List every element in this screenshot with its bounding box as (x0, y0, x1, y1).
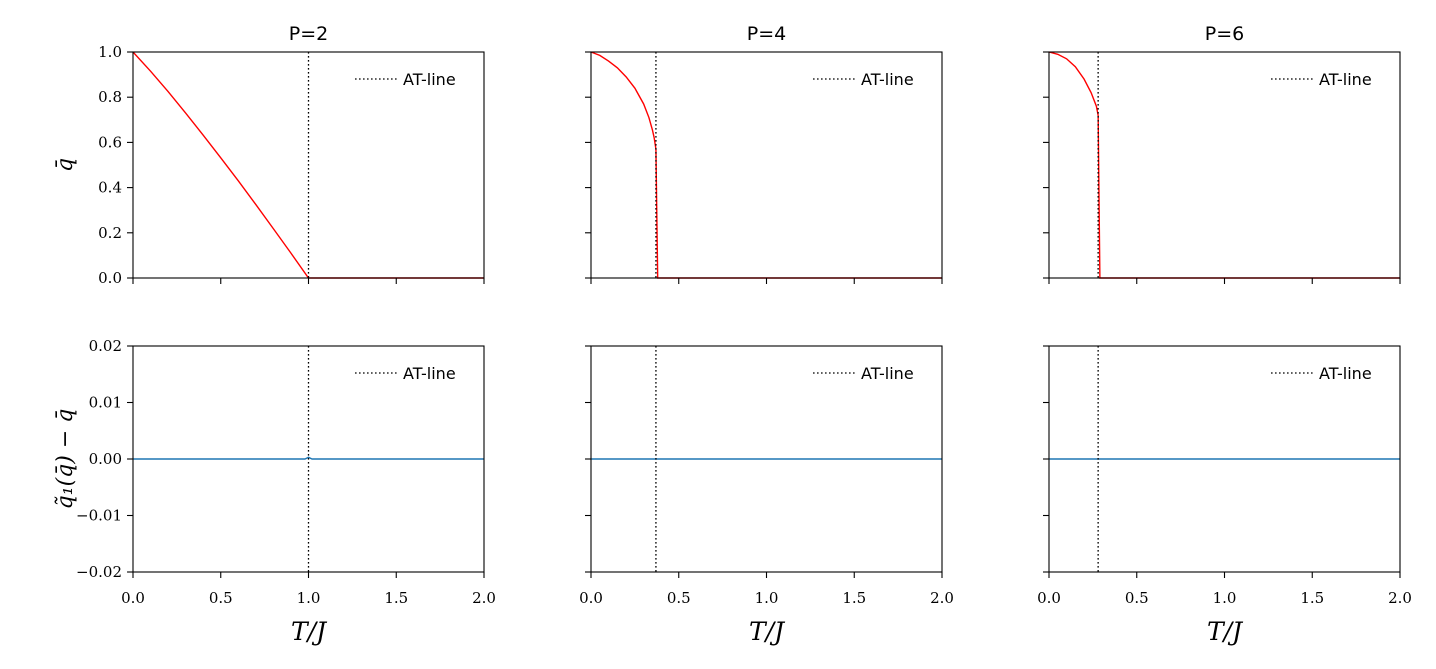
x-tick-label: 0.5 (1125, 589, 1149, 607)
y-tick-label: −0.02 (76, 563, 122, 581)
y-tick-label: 0.2 (98, 224, 122, 242)
legend-label: AT-line (403, 364, 456, 383)
x-axis-label: T/J (749, 617, 786, 646)
y-tick-label: −0.01 (76, 507, 122, 525)
x-tick-label: 0.5 (667, 589, 691, 607)
x-tick-label: 1.0 (755, 589, 779, 607)
panel-title: P=6 (1205, 23, 1244, 45)
panel-3: P=6 AT-line (1043, 23, 1401, 284)
panel-4: 0.0 0.5 1.0 1.5 2.0 −0.02 −0.01 0.00 0.01 0.02 T/J… (53, 337, 496, 646)
legend: AT-line (813, 364, 914, 383)
x-axis-label: T/J (1207, 617, 1244, 646)
x-tick-label: 2.0 (472, 589, 496, 607)
y-axis-label: q̄ (53, 158, 78, 172)
x-tick-label: 0.0 (121, 589, 145, 607)
legend-label: AT-line (1319, 364, 1372, 383)
y-tick-label: 0.00 (89, 450, 122, 468)
panel-5: 0.0 0.5 1.0 1.5 2.0 T/J AT-line (579, 345, 954, 646)
legend: AT-line (355, 364, 456, 383)
x-tick-label: 1.0 (297, 589, 321, 607)
x-tick-label: 1.0 (1213, 589, 1237, 607)
x-axis-label: T/J (291, 617, 328, 646)
legend: AT-line (1271, 364, 1372, 383)
panel-title: P=2 (289, 23, 328, 45)
y-tick-label: 0.4 (98, 179, 122, 197)
panel-1: 0.0 0.2 0.4 0.6 0.8 1.0 P=2 q̄ AT-line (53, 23, 485, 287)
x-tick-label: 1.5 (384, 589, 408, 607)
y-axis-label: q̃₁(q̄) − q̄ (53, 409, 78, 510)
x-tick-label: 0.0 (1037, 589, 1061, 607)
x-tick-label: 1.5 (1300, 589, 1324, 607)
x-tick-label: 0.5 (209, 589, 233, 607)
panel-2: P=4 AT-line (585, 23, 943, 284)
x-tick-label: 2.0 (930, 589, 954, 607)
legend-label: AT-line (861, 364, 914, 383)
panel-title: P=4 (747, 23, 786, 45)
legend: AT-line (355, 70, 456, 89)
y-tick-label: 0.6 (98, 133, 122, 151)
legend-label: AT-line (403, 70, 456, 89)
x-tick-label: 2.0 (1388, 589, 1412, 607)
y-tick-label: 1.0 (98, 43, 122, 61)
y-tick-label: 0.8 (98, 88, 122, 106)
x-tick-label: 1.5 (842, 589, 866, 607)
y-tick-label: 0.0 (98, 269, 122, 287)
legend-label: AT-line (861, 70, 914, 89)
y-tick-label: 0.02 (89, 337, 122, 355)
legend-label: AT-line (1319, 70, 1372, 89)
series-line-1 (133, 456, 484, 460)
panel-6: 0.0 0.5 1.0 1.5 2.0 T/J AT-line (1037, 345, 1412, 646)
x-tick-label: 0.0 (579, 589, 603, 607)
legend: AT-line (813, 70, 914, 89)
y-tick-label: 0.01 (89, 394, 122, 412)
legend: AT-line (1271, 70, 1372, 89)
